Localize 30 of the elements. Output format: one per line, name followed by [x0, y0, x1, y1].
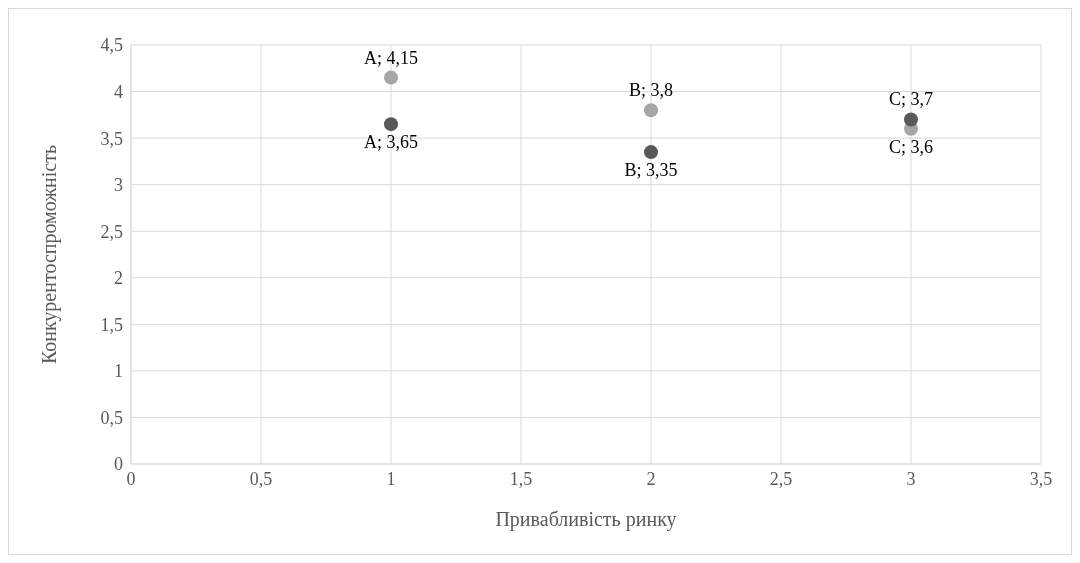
data-label: A; 3,65 [364, 132, 418, 153]
data-label: C; 3,7 [888, 89, 934, 110]
y-tick-label: 0 [114, 454, 123, 475]
x-tick-label: 2 [646, 468, 656, 489]
x-axis-title: Привабливість ринку [495, 508, 677, 531]
x-tick-label: 2,5 [769, 468, 793, 489]
y-tick-label: 4,5 [100, 35, 123, 56]
data-label: B; 3,35 [624, 160, 678, 181]
y-axis-title: Конкурентоспроможність [38, 144, 62, 365]
x-tick-label: 3,5 [1029, 468, 1053, 489]
x-tick-label: 3 [906, 468, 916, 489]
data-label: A; 4,15 [364, 47, 418, 68]
point [384, 70, 398, 85]
y-tick-label: 4 [114, 81, 123, 102]
x-tick-label: 1 [386, 468, 396, 489]
point [904, 112, 918, 127]
point [384, 117, 398, 132]
x-tick-label: 0,5 [249, 468, 273, 489]
y-tick-label: 2 [114, 268, 123, 289]
y-tick-label: 3 [114, 175, 123, 196]
y-tick-label: 1 [114, 361, 123, 382]
data-label: C; 3,6 [888, 136, 934, 157]
y-tick-label: 0,5 [100, 407, 123, 428]
y-tick-label: 1,5 [100, 314, 123, 335]
data-label: B; 3,8 [628, 80, 674, 101]
x-tick-label: 1,5 [509, 468, 533, 489]
y-tick-label: 3,5 [100, 128, 123, 149]
y-tick-label: 2,5 [100, 221, 123, 242]
point [644, 103, 658, 118]
point [644, 145, 658, 160]
